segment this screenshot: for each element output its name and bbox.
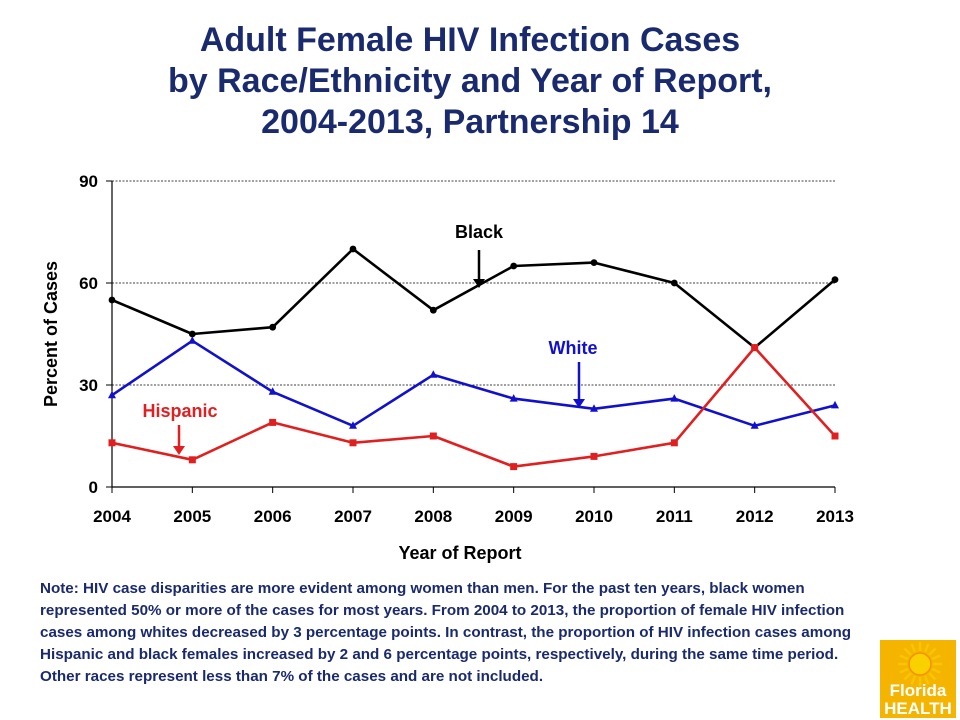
- x-tick-label: 2012: [736, 507, 774, 526]
- x-tick-label: 2010: [575, 507, 613, 526]
- x-tick-label: 2009: [495, 507, 533, 526]
- white-series-label: White: [549, 338, 598, 358]
- black-point: [831, 276, 839, 283]
- black-series-label: Black: [455, 222, 504, 242]
- hispanic-point: [108, 439, 116, 447]
- black-arrow-head: [473, 279, 485, 288]
- hispanic-arrow-head: [173, 446, 185, 455]
- sun-ray: [903, 647, 912, 656]
- chart-labels: 0 30 60 90 2004 2005 2006 2007 2008 2009 2010 2011 2…: [41, 172, 854, 563]
- y-tick-label: 30: [79, 376, 98, 395]
- sun-ray: [931, 654, 941, 661]
- hispanic-series-line: [111, 346, 836, 468]
- title-line-1: Adult Female HIV Infection Cases: [199, 21, 741, 59]
- hispanic-point: [349, 439, 357, 447]
- black-point: [670, 279, 678, 287]
- hispanic-series-label: Hispanic: [142, 401, 217, 421]
- white-arrow-head: [573, 399, 585, 408]
- hispanic-point: [269, 418, 277, 426]
- white-point: [509, 394, 518, 402]
- black-point: [429, 306, 437, 314]
- black-point: [188, 330, 196, 338]
- x-tick-label: 2006: [254, 507, 292, 526]
- chart-title: Adult Female HIV Infection Cases by Race…: [0, 20, 940, 143]
- white-point: [590, 404, 598, 412]
- black-point: [108, 296, 116, 304]
- sun-ray: [899, 667, 909, 674]
- white-point: [188, 336, 197, 344]
- white-point: [429, 370, 438, 378]
- grid-lines: [112, 180, 835, 386]
- black-point: [590, 259, 598, 266]
- hispanic-point: [670, 439, 678, 447]
- hispanic-point: [751, 344, 759, 352]
- x-tick-label: 2013: [816, 507, 854, 526]
- sun-ray: [923, 643, 930, 653]
- black-point: [510, 262, 518, 270]
- y-tick-label: 60: [79, 274, 98, 293]
- x-tick-label: 2005: [173, 507, 211, 526]
- sun-ray: [910, 643, 917, 653]
- logo-word-florida: Florida: [890, 681, 947, 700]
- white-point: [750, 421, 759, 429]
- logo-word-health: HEALTH: [884, 699, 952, 718]
- sun-ray: [903, 672, 912, 681]
- y-axis-title: Percent of Cases: [41, 261, 61, 407]
- hispanic-point: [510, 463, 518, 471]
- sun-ray: [928, 672, 937, 681]
- sun-ray: [923, 675, 930, 685]
- note-text: Note: HIV case disparities are more evid…: [40, 580, 852, 685]
- sun-ray: [910, 675, 917, 685]
- y-tick-label: 0: [89, 478, 98, 497]
- hispanic-point: [429, 432, 437, 440]
- sun-rays: [898, 642, 942, 686]
- y-tick-label: 90: [79, 172, 98, 191]
- white-point: [268, 387, 277, 395]
- white-point: [831, 400, 839, 409]
- x-axis-title: Year of Report: [398, 543, 521, 563]
- x-tick-label: 2004: [93, 507, 131, 526]
- white-point: [349, 421, 357, 429]
- white-point: [670, 394, 679, 402]
- title-line-2: by Race/Ethnicity and Year of Report,: [168, 62, 772, 100]
- hispanic-point: [188, 456, 196, 464]
- sun-ray: [928, 647, 937, 656]
- x-tick-label: 2008: [414, 507, 452, 526]
- x-tick-label: 2007: [334, 507, 372, 526]
- black-point: [349, 245, 357, 253]
- series-lines: [108, 245, 839, 471]
- axes: [106, 180, 836, 493]
- black-point: [269, 323, 277, 331]
- hispanic-point: [831, 432, 839, 440]
- title-line-3: 2004-2013, Partnership 14: [261, 103, 679, 141]
- black-series-line: [111, 247, 836, 349]
- sun-ray: [899, 654, 909, 661]
- white-point: [108, 390, 116, 399]
- x-tick-label: 2011: [656, 507, 693, 526]
- florida-health-logo: Florida HEALTH: [880, 640, 956, 718]
- white-series-line: [111, 339, 836, 428]
- line-chart: 0 30 60 90 2004 2005 2006 2007 2008 2009 2010 2011 2…: [41, 172, 854, 563]
- sun-ray: [931, 667, 941, 674]
- hispanic-point: [590, 452, 598, 460]
